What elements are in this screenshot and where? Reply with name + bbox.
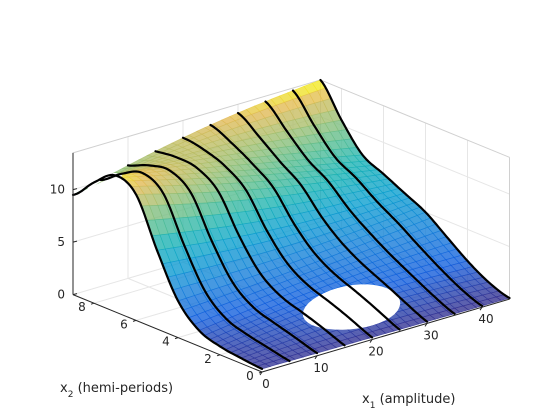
- axis-layer: [72, 152, 510, 373]
- y-tick-mark: [90, 302, 95, 305]
- contour-line: [319, 78, 511, 300]
- y-tick-label: 2: [204, 352, 212, 366]
- x-tick-label: 40: [478, 312, 493, 326]
- x-tick-label: 0: [262, 377, 270, 391]
- x-tick-mark: [369, 339, 373, 343]
- y-axis-line: [72, 294, 263, 373]
- contour-line: [209, 123, 401, 331]
- z-tick-mark: [72, 240, 78, 243]
- x-axis-label: x1 (amplitude): [362, 392, 455, 411]
- contour-line: [264, 100, 456, 315]
- x-tick-mark: [424, 323, 428, 327]
- y-tick-mark: [174, 337, 179, 340]
- z-tick-label: 5: [57, 235, 65, 249]
- z-tick-label: 0: [57, 288, 65, 302]
- z-tick-mark: [72, 188, 78, 191]
- x-axis-line: [261, 298, 510, 373]
- x-tick-label: 30: [423, 328, 438, 342]
- y-tick-label: 6: [120, 317, 128, 331]
- y-tick-mark: [216, 354, 221, 357]
- contour-line: [181, 136, 374, 339]
- y-tick-mark: [132, 319, 137, 322]
- y-tick-mark: [258, 371, 263, 374]
- x-tick-label: 20: [368, 345, 383, 359]
- contour-line: [236, 111, 429, 323]
- y-tick-label: 8: [78, 300, 86, 314]
- y-tick-label: 4: [162, 335, 170, 349]
- y-tick-label: 0: [246, 369, 254, 383]
- contour-layer: [71, 78, 511, 370]
- z-tick-mark: [72, 293, 78, 296]
- surface-layer: [72, 79, 511, 370]
- grid-line: [320, 116, 510, 195]
- box-edge: [320, 79, 510, 158]
- box-edge: [72, 79, 321, 154]
- x-tick-mark: [314, 355, 318, 360]
- surface-hole: [302, 284, 401, 330]
- y-axis-label: x2 (hemi-periods): [60, 381, 173, 400]
- x-tick-label: 10: [313, 361, 328, 375]
- contour-line: [154, 150, 346, 347]
- contour-line: [71, 173, 264, 370]
- z-tick-label: 10: [50, 183, 65, 197]
- contour-line: [126, 164, 319, 355]
- contour-line: [291, 89, 484, 307]
- x-tick-mark: [479, 306, 483, 311]
- contour-line: [99, 170, 291, 363]
